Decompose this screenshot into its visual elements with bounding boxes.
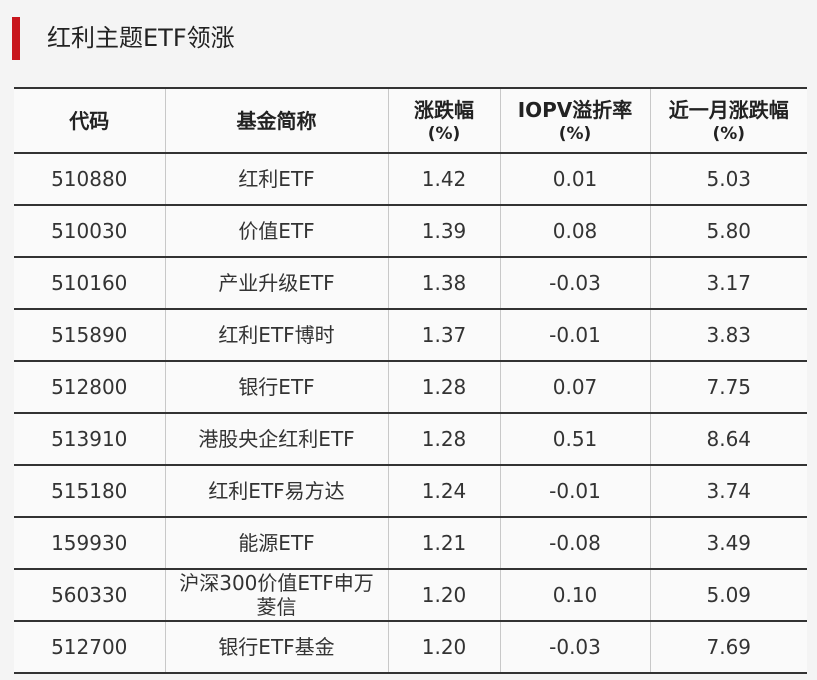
table-cell: 5.09: [649, 569, 807, 622]
column-unit: (%): [427, 123, 461, 144]
table-cell: 红利ETF: [164, 153, 388, 206]
title: 红利主题ETF领涨: [47, 24, 235, 52]
table-cell: -0.01: [499, 309, 650, 362]
table-row: 510160 产业升级ETF 1.38 -0.03 3.17: [14, 257, 807, 310]
table-cell: 1.42: [387, 153, 500, 206]
table-row: 159930 能源ETF 1.21 -0.08 3.49: [14, 517, 807, 570]
table-cell: 红利ETF博时: [164, 309, 388, 362]
column-unit: (%): [712, 123, 746, 144]
table-row: 515890 红利ETF博时 1.37 -0.01 3.83: [14, 309, 807, 362]
column-header: 近一月涨跌幅 (%): [649, 87, 807, 154]
table-cell: -0.01: [499, 465, 650, 518]
table-cell: 1.37: [387, 309, 500, 362]
table-cell: 5.80: [649, 205, 807, 258]
table-row: 512700 银行ETF基金 1.20 -0.03 7.69: [14, 621, 807, 674]
table-cell: 1.20: [387, 569, 500, 622]
title-accent: [12, 17, 20, 60]
table-cell: 3.17: [649, 257, 807, 310]
table-cell: 1.20: [387, 621, 500, 674]
table-cell: 1.28: [387, 361, 500, 414]
column-header: 基金简称: [164, 87, 388, 154]
column-header: 涨跌幅 (%): [387, 87, 500, 154]
table-cell: 560330: [14, 569, 165, 622]
table-row: 510030 价值ETF 1.39 0.08 5.80: [14, 205, 807, 258]
table-cell: 1.38: [387, 257, 500, 310]
table-cell: 能源ETF: [164, 517, 388, 570]
table-cell: -0.08: [499, 517, 650, 570]
column-title: 代码: [69, 108, 110, 133]
column-title: IOPV溢折率: [517, 97, 633, 122]
table-cell: 银行ETF: [164, 361, 388, 414]
fund-table: 代码 基金简称 涨跌幅 (%) IOPV溢折率 (%) 近一月涨跌幅 (%) 510880 红利…: [14, 87, 807, 674]
column-header: IOPV溢折率 (%): [499, 87, 650, 154]
table-cell: 0.51: [499, 413, 650, 466]
table-cell: 3.83: [649, 309, 807, 362]
table-cell: 512800: [14, 361, 165, 414]
column-title: 涨跌幅: [414, 97, 474, 122]
table-cell: 价值ETF: [164, 205, 388, 258]
table-cell: 510160: [14, 257, 165, 310]
table-body: 510880 红利ETF 1.42 0.01 5.03 510030 价值ETF 1.39 0.…: [14, 153, 807, 674]
table-row: 513910 港股央企红利ETF 1.28 0.51 8.64: [14, 413, 807, 466]
table-cell: 1.24: [387, 465, 500, 518]
table-cell: -0.03: [499, 621, 650, 674]
table-cell: 0.10: [499, 569, 650, 622]
table-cell: 0.07: [499, 361, 650, 414]
table-row: 515180 红利ETF易方达 1.24 -0.01 3.74: [14, 465, 807, 518]
table-cell: 0.01: [499, 153, 650, 206]
table-cell: 5.03: [649, 153, 807, 206]
table-cell: 沪深300价值ETF申万菱信: [164, 569, 388, 622]
table-cell: 7.75: [649, 361, 807, 414]
table-cell: 3.49: [649, 517, 807, 570]
table-cell: 7.69: [649, 621, 807, 674]
column-header: 代码: [14, 87, 165, 154]
table-cell: 515180: [14, 465, 165, 518]
column-title: 基金简称: [236, 108, 317, 133]
table-cell: 产业升级ETF: [164, 257, 388, 310]
table-row: 560330 沪深300价值ETF申万菱信 1.20 0.10 5.09: [14, 569, 807, 622]
header-row: 代码 基金简称 涨跌幅 (%) IOPV溢折率 (%) 近一月涨跌幅 (%): [14, 87, 807, 154]
table-cell: 红利ETF易方达: [164, 465, 388, 518]
table-row: 510880 红利ETF 1.42 0.01 5.03: [14, 153, 807, 206]
table-cell: 3.74: [649, 465, 807, 518]
table-cell: 159930: [14, 517, 165, 570]
column-unit: (%): [558, 123, 592, 144]
table-cell: 512700: [14, 621, 165, 674]
table-row: 512800 银行ETF 1.28 0.07 7.75: [14, 361, 807, 414]
table-cell: -0.03: [499, 257, 650, 310]
table-cell: 1.21: [387, 517, 500, 570]
table-cell: 8.64: [649, 413, 807, 466]
table-cell: 510030: [14, 205, 165, 258]
table-cell: 港股央企红利ETF: [164, 413, 388, 466]
table-cell: 1.28: [387, 413, 500, 466]
table-cell: 银行ETF基金: [164, 621, 388, 674]
table-cell: 1.39: [387, 205, 500, 258]
table-cell: 515890: [14, 309, 165, 362]
table-cell: 0.08: [499, 205, 650, 258]
table-cell: 510880: [14, 153, 165, 206]
table-cell: 513910: [14, 413, 165, 466]
column-title: 近一月涨跌幅: [668, 97, 789, 122]
